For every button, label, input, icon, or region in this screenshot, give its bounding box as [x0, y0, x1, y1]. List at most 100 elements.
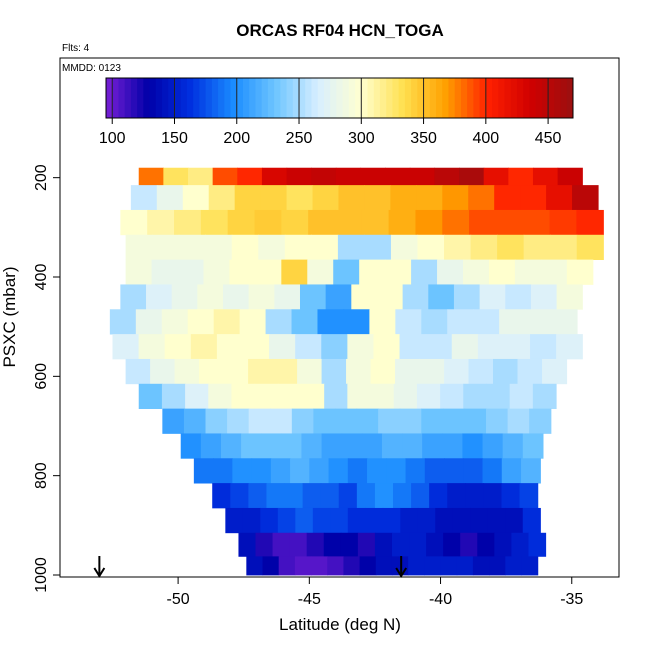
heatmap-cell — [529, 408, 552, 434]
heatmap-cell — [151, 259, 179, 285]
x-tick-label: -40 — [429, 591, 452, 608]
heatmap-cell — [486, 408, 509, 434]
heatmap-cell — [482, 458, 503, 484]
heatmap-cell — [286, 167, 312, 186]
heatmap-cell — [367, 458, 387, 484]
heatmap-cell — [229, 259, 256, 285]
heatmap-cell — [428, 284, 455, 310]
heatmap-cell — [290, 458, 310, 484]
position-arrow-head — [395, 567, 408, 578]
heatmap-cell — [422, 433, 443, 459]
colorbar-swatch — [249, 78, 256, 118]
heatmap-cell — [294, 556, 312, 576]
heatmap-cell — [462, 433, 484, 459]
heatmap-cell — [508, 167, 534, 186]
heatmap-cell — [359, 556, 377, 576]
heatmap-cell — [120, 209, 148, 236]
heatmap-cell — [213, 309, 241, 335]
heatmap-cell — [308, 209, 336, 236]
heatmap-cell — [572, 185, 599, 211]
colorbar-swatch — [299, 78, 306, 118]
heatmap-cell — [251, 458, 272, 484]
heatmap-cell — [321, 433, 343, 459]
heatmap-cell — [281, 433, 303, 459]
heatmap-cell — [307, 259, 334, 285]
heatmap-cell — [248, 358, 274, 385]
colorbar-swatch — [429, 78, 437, 118]
heatmap-cell — [125, 358, 151, 385]
colorbar-swatch — [255, 78, 263, 118]
heatmap-cell — [497, 234, 525, 261]
heatmap-cell — [426, 532, 444, 557]
colorbar-swatch — [467, 78, 474, 118]
heatmap-cell — [359, 259, 386, 285]
y-tick-label: 800 — [33, 462, 50, 489]
heatmap-cell — [417, 507, 436, 534]
heatmap-cell — [447, 483, 466, 509]
colorbar-swatch — [280, 78, 288, 118]
colorbar-swatch — [411, 78, 418, 118]
heatmap-cell — [299, 284, 327, 310]
colorbar-swatch — [392, 78, 400, 118]
colorbar-swatch — [436, 78, 443, 118]
heatmap-cell — [381, 433, 403, 459]
heatmap-cell — [261, 433, 282, 459]
chart-title: ORCAS RF04 HCN_TOGA — [236, 21, 444, 40]
heatmap-cell — [265, 309, 293, 335]
colorbar-swatch — [118, 78, 126, 118]
heatmap-cell — [239, 309, 267, 335]
heatmap-cell — [335, 167, 362, 186]
heatmap-cell — [576, 209, 604, 236]
colorbar-swatch — [336, 78, 344, 118]
colorbar-swatch — [423, 78, 431, 118]
heatmap-cell — [473, 309, 500, 335]
heatmap-cell — [301, 433, 323, 459]
heatmap-cell — [138, 334, 166, 360]
heatmap-cell — [505, 507, 524, 534]
heatmap-cell — [520, 185, 547, 211]
heatmap-cell — [351, 284, 378, 310]
heatmap-cell — [444, 234, 472, 261]
heatmap-cell — [357, 532, 376, 557]
heatmap-cell — [411, 259, 438, 285]
heatmap-cell — [494, 185, 521, 211]
heatmap-cell — [442, 209, 470, 236]
colorbar-tick-label: 400 — [472, 130, 499, 147]
colorbar-swatch — [180, 78, 188, 118]
x-axis: -50 -45 -40 -35 — [167, 577, 583, 608]
heatmap-cell — [260, 507, 279, 534]
heatmap-cell — [453, 284, 481, 310]
heatmap-cell — [505, 284, 532, 310]
heatmap-cell — [405, 458, 426, 484]
heatmap-cell — [416, 383, 441, 410]
heatmap-cell — [205, 234, 233, 261]
heatmap-cell — [385, 167, 411, 186]
heatmap-cell — [311, 234, 339, 261]
heatmap-cell — [417, 234, 445, 261]
colorbar-swatch — [398, 78, 406, 118]
heatmap-cell — [254, 383, 279, 410]
heatmap-cell — [274, 284, 301, 310]
heatmap-cell — [409, 532, 427, 557]
heatmap-cell — [152, 234, 180, 261]
heatmap-cell — [540, 259, 568, 285]
heatmap-cell — [390, 234, 419, 261]
heatmap-cell — [462, 259, 490, 285]
colorbar-tick-label: 300 — [348, 130, 375, 147]
heatmap-cell — [291, 309, 319, 335]
heatmap-cell — [521, 556, 539, 576]
colorbar-swatch — [311, 78, 319, 118]
heatmap-cell — [566, 259, 594, 285]
colorbar-swatch — [323, 78, 331, 118]
heatmap-cell — [272, 532, 291, 557]
heatmap-cell — [284, 234, 312, 261]
heatmap-cell — [501, 458, 522, 484]
heatmap-cell — [408, 556, 425, 576]
y-axis: 200 400 600 800 1000 — [33, 164, 60, 593]
heatmap-cell — [286, 185, 314, 211]
heatmap-cell — [258, 234, 286, 261]
heatmap-cell — [511, 532, 530, 557]
heatmap-cell — [156, 185, 184, 211]
heatmap-cell — [227, 209, 256, 236]
heatmap-cell — [576, 234, 604, 261]
